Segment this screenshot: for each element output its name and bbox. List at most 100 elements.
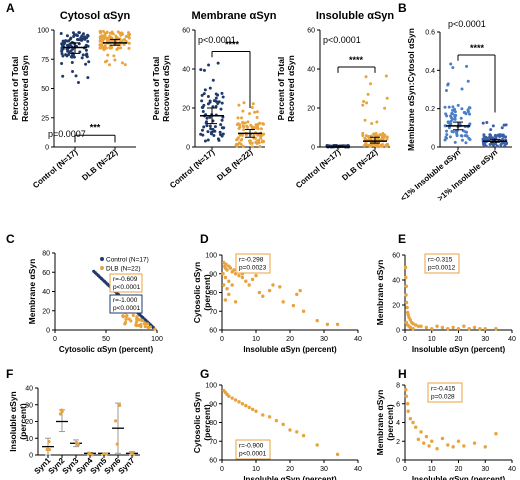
high-insoluble-point — [481, 121, 485, 125]
dlb-point — [104, 36, 108, 40]
control-point — [72, 34, 76, 38]
dlb-point — [376, 134, 380, 138]
y-tick-label: 100 — [205, 253, 217, 260]
stat-r: r=-0.900 — [239, 443, 264, 450]
dlb-point — [236, 122, 240, 126]
dlb-point — [120, 61, 124, 65]
control-point — [214, 96, 218, 100]
panel-letter-G: G — [200, 367, 209, 381]
dlb-point — [364, 134, 368, 138]
y-axis-label: (percent) — [202, 274, 212, 311]
data-point — [232, 268, 236, 272]
low-insoluble-point — [465, 130, 469, 134]
data-point — [404, 394, 409, 398]
data-point — [271, 283, 275, 287]
low-insoluble-point — [454, 114, 458, 118]
control-point — [83, 37, 87, 41]
dlb-point — [369, 82, 373, 86]
stat-p-dlb: p<0.0001 — [113, 284, 141, 291]
control-point — [208, 99, 212, 103]
data-point — [47, 447, 52, 452]
dlb-point — [143, 325, 147, 329]
data-point — [408, 417, 413, 421]
control-point — [218, 130, 222, 134]
control-point — [220, 118, 224, 122]
dlb-point — [120, 32, 124, 36]
dlb-point — [115, 36, 119, 40]
significance-label: **** — [349, 55, 364, 65]
dlb-point — [376, 143, 380, 147]
dlb-point — [366, 92, 370, 96]
dlb-point — [122, 37, 126, 41]
high-insoluble-point — [498, 135, 502, 139]
p-value-label: p<0.0001 — [323, 35, 361, 45]
panel-title: Membrane αSyn — [191, 10, 276, 22]
control-point — [220, 91, 224, 95]
control-point — [84, 62, 88, 66]
y-tick-label: 20 — [392, 303, 400, 310]
dlb-point — [242, 125, 246, 129]
high-insoluble-point — [500, 134, 504, 138]
control-point — [202, 92, 206, 96]
data-point — [430, 439, 434, 443]
data-point — [424, 434, 429, 439]
y-tick-label: 4 — [396, 420, 400, 427]
data-point — [408, 325, 413, 330]
low-insoluble-point — [449, 62, 453, 66]
data-point — [281, 300, 285, 304]
x-tick-label: 20 — [455, 466, 463, 473]
control-point — [200, 128, 204, 132]
control-point — [214, 105, 218, 109]
dlb-point — [110, 30, 114, 34]
dlb-point — [256, 122, 260, 126]
low-insoluble-point — [459, 116, 463, 120]
low-insoluble-point — [447, 105, 451, 109]
dlb-point — [383, 133, 387, 137]
x-tick-label: 10 — [428, 466, 436, 473]
dlb-point — [362, 99, 366, 103]
dlb-point — [103, 33, 107, 37]
control-point — [63, 41, 67, 45]
data-point — [250, 407, 255, 412]
y-tick-label: 20 — [307, 106, 315, 113]
dlb-point — [259, 136, 263, 140]
data-point — [278, 285, 282, 289]
dlb-point — [259, 127, 263, 131]
p-value-label: p<0.0001 — [448, 19, 486, 29]
y-tick-label: 0.6 — [425, 30, 435, 37]
dlb-point — [361, 103, 365, 107]
panel-letter-C: C — [6, 232, 15, 246]
data-point — [230, 283, 234, 287]
legend-label-control: Control (N=17) — [106, 257, 149, 264]
dlb-point — [100, 43, 104, 47]
x-axis-label: Insoluble αSyn (percent) — [243, 345, 337, 354]
data-point — [405, 305, 409, 310]
dlb-point — [368, 144, 372, 148]
stat-r-dlb: r=-0.609 — [113, 276, 138, 283]
data-point — [424, 325, 429, 330]
data-point — [224, 262, 228, 267]
low-insoluble-point — [446, 83, 450, 87]
x-tick-label: 10 — [252, 336, 260, 343]
x-tick-label: 30 — [481, 466, 489, 473]
dlb-point — [123, 63, 127, 67]
stat-box — [427, 382, 463, 403]
stat-box — [235, 439, 271, 460]
low-insoluble-point — [443, 105, 447, 109]
control-point — [213, 125, 217, 129]
data-point — [295, 292, 299, 297]
high-insoluble-point — [482, 143, 486, 147]
dlb-point — [105, 30, 109, 34]
data-point — [90, 453, 94, 457]
control-point — [68, 37, 72, 41]
dlb-point — [123, 322, 127, 326]
dlb-point — [237, 103, 241, 107]
data-point — [247, 283, 251, 287]
dlb-point — [254, 141, 258, 145]
control-point — [70, 53, 74, 57]
control-point — [69, 49, 73, 53]
low-insoluble-point — [448, 135, 452, 139]
control-point — [206, 130, 210, 134]
stat-box-control — [109, 294, 143, 314]
dlb-point — [365, 101, 369, 105]
